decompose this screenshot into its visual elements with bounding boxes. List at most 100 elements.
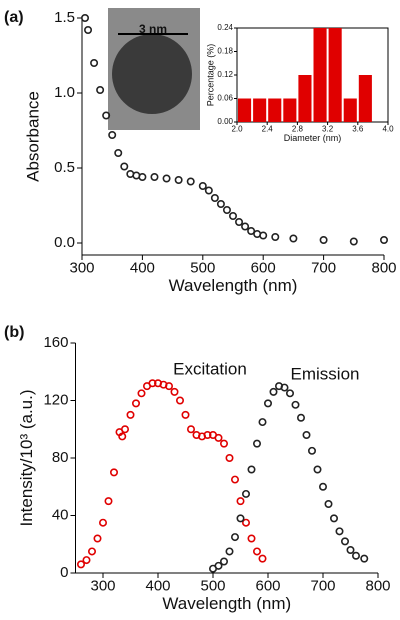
data-point (120, 162, 129, 171)
data-point (110, 468, 119, 477)
data-point (253, 547, 262, 556)
data-point (231, 533, 240, 542)
data-point (170, 387, 179, 396)
y-tick-label: 0.00 (217, 117, 233, 126)
data-point (174, 176, 183, 185)
data-point (307, 446, 316, 455)
data-point (96, 86, 105, 95)
panel-label: (a) (4, 9, 24, 26)
x-tick-label: 700 (311, 259, 336, 276)
y-axis-label: Percentage (%) (205, 44, 215, 107)
data-point (289, 234, 298, 243)
data-point (198, 182, 207, 191)
bar (253, 98, 267, 122)
y-tick-label: 120 (43, 391, 68, 408)
data-point (118, 432, 127, 441)
data-point (253, 439, 262, 448)
data-point (99, 518, 108, 527)
data-point (318, 482, 327, 491)
y-tick-label: 0.0 (54, 234, 75, 251)
data-point (162, 174, 171, 183)
data-point (77, 560, 86, 569)
data-point (220, 557, 229, 566)
data-point (280, 383, 289, 392)
x-tick-label: 2.8 (292, 124, 304, 133)
x-tick-label: 800 (371, 259, 396, 276)
y-tick-label: 80 (52, 449, 69, 466)
data-point (148, 379, 157, 388)
data-point (214, 561, 223, 570)
data-point (102, 111, 111, 120)
data-point (236, 497, 245, 506)
data-point (181, 410, 190, 419)
data-point (302, 430, 311, 439)
data-point (222, 206, 231, 215)
x-axis-label: Diameter (nm) (284, 133, 342, 143)
x-tick-label: 300 (90, 577, 115, 594)
data-point (187, 425, 196, 434)
data-point (379, 236, 388, 245)
data-point (349, 237, 358, 246)
data-point (214, 433, 223, 442)
bar (283, 98, 297, 122)
bar (358, 75, 372, 122)
data-point (93, 534, 102, 543)
y-tick-label: 1.5 (54, 9, 75, 26)
frame (236, 27, 389, 123)
data-point (296, 413, 305, 422)
data-point (247, 465, 256, 474)
x-tick-label: 500 (200, 577, 225, 594)
data-point (88, 547, 97, 556)
data-point (81, 14, 90, 23)
annotation: Excitation (173, 359, 247, 378)
annotation: Emission (291, 364, 360, 383)
data-point (216, 200, 225, 209)
data-point (235, 218, 244, 227)
data-point (84, 25, 93, 34)
x-tick-label: 2.4 (262, 124, 274, 133)
data-point (242, 518, 251, 527)
y-tick-label: 0.06 (217, 94, 233, 103)
y-tick-label: 0.12 (217, 70, 233, 79)
data-point (176, 396, 185, 405)
bar (343, 98, 357, 122)
bar (268, 98, 282, 122)
data-point (229, 212, 238, 221)
data-point (247, 227, 256, 236)
y-tick-label: 40 (52, 506, 69, 523)
particle (112, 34, 192, 114)
data-point (236, 514, 245, 523)
x-tick-label: 4.0 (382, 124, 394, 133)
data-point (225, 453, 234, 462)
data-point (263, 399, 272, 408)
panel-label: (b) (4, 324, 24, 341)
data-point (247, 534, 256, 543)
data-point (165, 382, 174, 391)
data-point (319, 236, 328, 245)
data-point (114, 149, 123, 158)
data-point (90, 58, 99, 67)
x-tick-label: 700 (310, 577, 335, 594)
y-tick-label: 160 (43, 334, 68, 351)
data-point (351, 551, 360, 560)
scale-label: 3 nm (139, 22, 167, 36)
data-point (126, 410, 135, 419)
x-axis-label: Wavelength (nm) (162, 594, 291, 613)
x-tick-label: 400 (130, 259, 155, 276)
data-point (285, 389, 294, 398)
data-point (259, 231, 268, 240)
data-point (220, 439, 229, 448)
y-axis-label: Intensity/10³ (a.u.) (17, 389, 36, 526)
data-point (335, 527, 344, 536)
data-point (242, 489, 251, 498)
data-point (329, 514, 338, 523)
data-point (225, 547, 234, 556)
x-tick-label: 800 (365, 577, 390, 594)
data-point (132, 399, 141, 408)
data-point (258, 418, 267, 427)
data-point (150, 173, 159, 182)
data-point (258, 554, 267, 563)
x-tick-label: 600 (251, 259, 276, 276)
